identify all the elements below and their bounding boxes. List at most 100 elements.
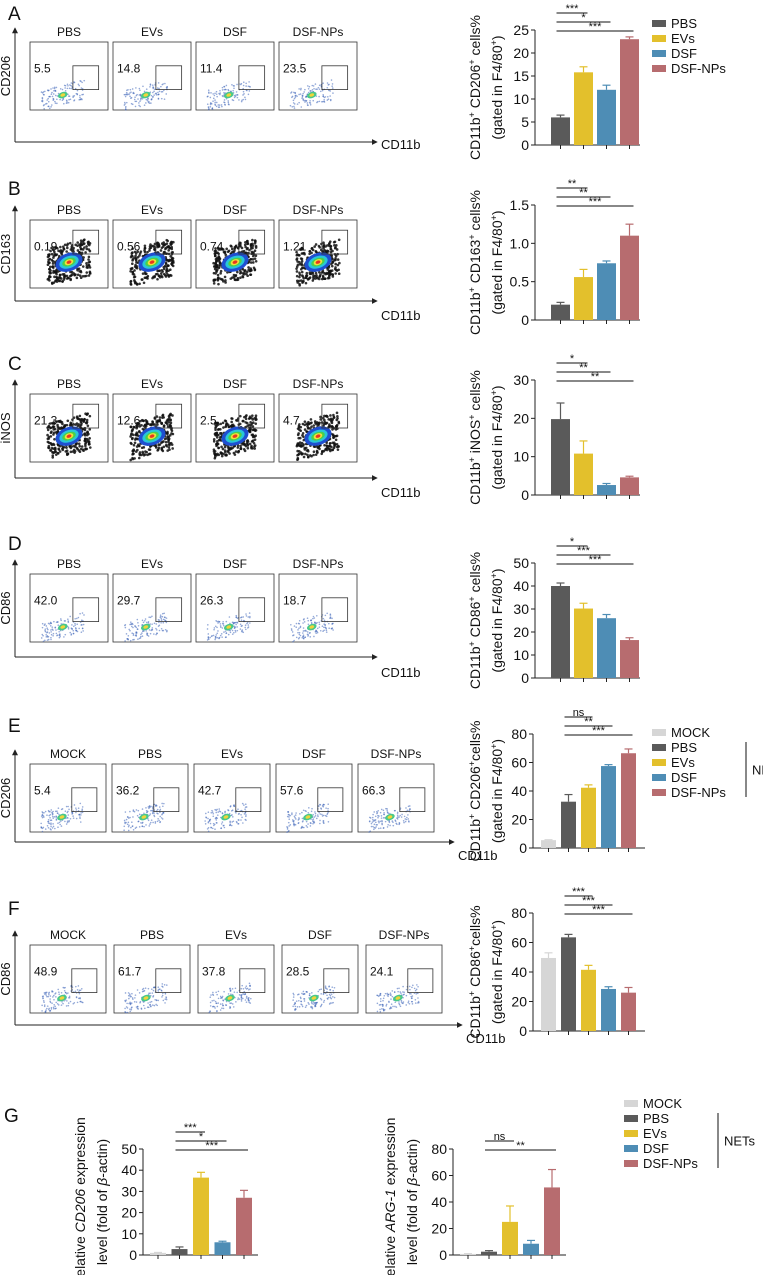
flow-event xyxy=(332,989,335,992)
flow-event xyxy=(292,1005,294,1008)
flow-event xyxy=(223,85,225,88)
flow-event xyxy=(400,1001,403,1003)
flow-event xyxy=(303,629,306,632)
flow-event xyxy=(216,273,220,277)
flow-event xyxy=(161,83,164,86)
flow-event xyxy=(47,261,51,265)
flow-event xyxy=(329,250,333,254)
flow-event xyxy=(245,985,248,988)
flow-event xyxy=(160,275,164,279)
flow-event xyxy=(217,990,220,993)
flow-event xyxy=(214,637,217,639)
flow-event xyxy=(308,85,311,88)
y-marker-label: CD206 xyxy=(0,56,13,96)
flow-event xyxy=(66,816,69,819)
y-tick-label: 0 xyxy=(521,312,529,328)
flow-event xyxy=(167,443,171,446)
flow-event xyxy=(301,434,304,437)
flow-event xyxy=(379,811,382,814)
flow-event xyxy=(136,443,140,447)
flow-event xyxy=(234,631,237,633)
flow-event xyxy=(56,247,59,250)
y-tick-label: 80 xyxy=(431,1141,447,1157)
flow-event xyxy=(254,246,258,249)
flow-event xyxy=(391,990,394,992)
flow-event xyxy=(132,433,135,437)
flow-event xyxy=(41,622,44,625)
flow-event xyxy=(292,640,294,643)
flow-event xyxy=(230,245,233,248)
flow-event xyxy=(55,275,58,279)
flow-event xyxy=(243,990,246,993)
flow-event xyxy=(74,624,76,626)
flow-event xyxy=(166,245,169,249)
y-tick-label: 20 xyxy=(511,812,527,828)
flow-event xyxy=(148,807,150,810)
flow-event xyxy=(139,1001,141,1004)
flow-event xyxy=(242,94,244,96)
flow-event xyxy=(211,811,214,814)
flow-event xyxy=(87,261,91,264)
flow-event xyxy=(124,1007,126,1010)
flow-event xyxy=(222,620,224,623)
flow-event xyxy=(138,826,141,828)
flow-event xyxy=(49,431,53,435)
flow-event xyxy=(87,441,91,444)
flow-event xyxy=(72,1002,75,1005)
flow-event xyxy=(229,446,232,450)
flow-event xyxy=(156,269,159,273)
flow-event xyxy=(302,990,305,993)
flow-event xyxy=(48,275,51,279)
y-axis-title: (gated in F4/80+) xyxy=(489,920,505,1024)
flow-event xyxy=(148,452,152,456)
flow-event xyxy=(151,276,154,280)
flow-event xyxy=(221,105,223,108)
flow-event xyxy=(297,999,300,1002)
y-axis-title-part: ) xyxy=(489,920,505,925)
flow-event xyxy=(76,630,79,633)
flow-event xyxy=(315,95,318,97)
flow-event xyxy=(67,101,70,104)
flow-event xyxy=(161,983,164,985)
flow-event xyxy=(206,95,209,98)
flow-event xyxy=(160,989,163,992)
flow-event xyxy=(244,992,247,995)
flow-event xyxy=(58,993,60,996)
flow-event xyxy=(299,625,302,628)
y-axis-title-part: (gated in F4/80 xyxy=(489,220,505,314)
flow-event xyxy=(250,997,252,1000)
flow-event xyxy=(153,622,156,625)
flow-event xyxy=(46,824,49,827)
flow-event xyxy=(226,449,230,453)
flow-event xyxy=(219,634,222,637)
flow-event xyxy=(294,814,297,816)
flow-event xyxy=(295,443,299,447)
flow-event xyxy=(387,812,390,815)
flow-event xyxy=(47,444,51,448)
flow-event xyxy=(310,822,312,825)
flow-event xyxy=(210,811,213,814)
flow-event xyxy=(376,812,378,815)
y-axis-title-part: CD11b xyxy=(467,292,483,335)
flow-event xyxy=(135,283,139,286)
flow-event xyxy=(55,816,58,818)
flow-event xyxy=(300,270,304,274)
flow-event xyxy=(143,104,146,107)
flow-event xyxy=(213,94,216,97)
legend-label: DSF xyxy=(643,1141,669,1156)
flow-event xyxy=(392,1005,394,1008)
flow-event xyxy=(131,625,133,628)
flow-event xyxy=(46,627,48,630)
flow-event xyxy=(159,815,161,818)
flow-row-D: DCD86CD11bPBS42.0EVs29.7DSF26.3DSF-NPs18… xyxy=(0,534,421,680)
flow-event xyxy=(163,98,166,100)
flow-event xyxy=(209,636,211,639)
flow-event xyxy=(133,279,136,282)
flow-event xyxy=(310,425,313,428)
flow-event xyxy=(67,1002,70,1004)
flow-event xyxy=(233,96,236,99)
flow-event xyxy=(318,623,321,626)
flow-event xyxy=(371,816,374,819)
flow-event xyxy=(162,986,164,988)
